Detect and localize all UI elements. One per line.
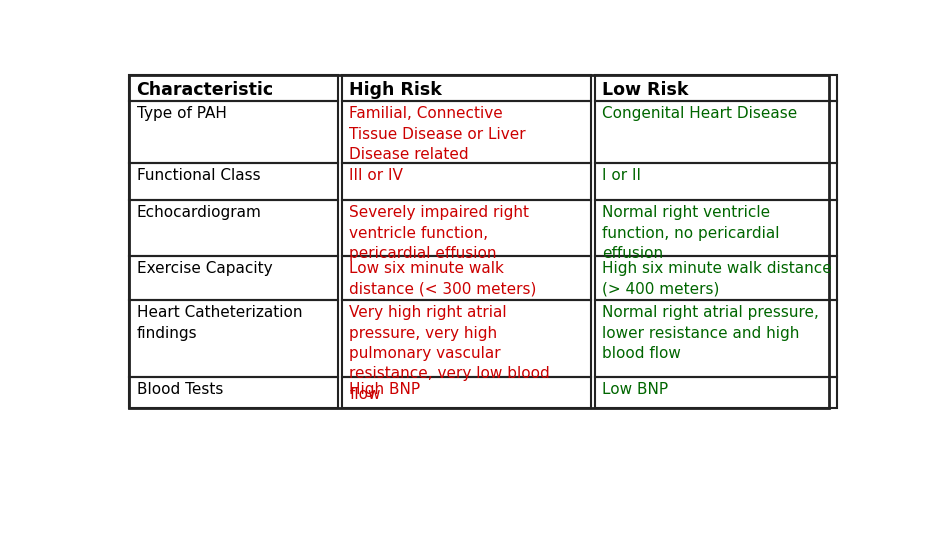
Bar xyxy=(342,377,591,408)
Text: Characteristic: Characteristic xyxy=(136,80,273,99)
Text: High Risk: High Risk xyxy=(349,80,442,99)
Bar xyxy=(342,200,591,256)
Text: Normal right atrial pressure,
lower resistance and high
blood flow: Normal right atrial pressure, lower resi… xyxy=(603,305,819,361)
Text: III or IV: III or IV xyxy=(349,168,403,183)
Bar xyxy=(342,300,591,377)
Text: Type of PAH: Type of PAH xyxy=(136,106,226,122)
Bar xyxy=(130,300,339,377)
Bar xyxy=(342,256,591,300)
Text: Echocardiogram: Echocardiogram xyxy=(136,205,261,220)
Bar xyxy=(130,101,339,163)
Text: Low Risk: Low Risk xyxy=(603,80,689,99)
Bar xyxy=(342,163,591,200)
Text: High BNP: High BNP xyxy=(349,382,420,397)
Bar xyxy=(130,75,339,101)
Bar xyxy=(595,256,836,300)
Text: Normal right ventricle
function, no pericardial
effusion: Normal right ventricle function, no peri… xyxy=(603,205,780,261)
Bar xyxy=(595,200,836,256)
Bar xyxy=(595,300,836,377)
Text: Congenital Heart Disease: Congenital Heart Disease xyxy=(603,106,797,122)
Text: Exercise Capacity: Exercise Capacity xyxy=(136,261,272,276)
Text: Severely impaired right
ventricle function,
pericardial effusion: Severely impaired right ventricle functi… xyxy=(349,205,529,261)
Bar xyxy=(595,75,836,101)
Bar xyxy=(595,377,836,408)
Bar xyxy=(130,377,339,408)
Text: Functional Class: Functional Class xyxy=(136,168,260,183)
Text: Low BNP: Low BNP xyxy=(603,382,668,397)
Bar xyxy=(130,163,339,200)
Text: Familial, Connective
Tissue Disease or Liver
Disease related: Familial, Connective Tissue Disease or L… xyxy=(349,106,526,162)
Bar xyxy=(595,163,836,200)
Bar xyxy=(342,75,591,101)
Text: Low six minute walk
distance (< 300 meters): Low six minute walk distance (< 300 mete… xyxy=(349,261,536,297)
Text: I or II: I or II xyxy=(603,168,641,183)
Bar xyxy=(342,101,591,163)
Text: Very high right atrial
pressure, very high
pulmonary vascular
resistance, very l: Very high right atrial pressure, very hi… xyxy=(349,305,550,402)
Bar xyxy=(130,256,339,300)
Bar xyxy=(130,75,830,408)
Text: High six minute walk distance
(> 400 meters): High six minute walk distance (> 400 met… xyxy=(603,261,832,297)
Bar xyxy=(130,200,339,256)
Text: Blood Tests: Blood Tests xyxy=(136,382,223,397)
Bar xyxy=(595,101,836,163)
Text: Heart Catheterization
findings: Heart Catheterization findings xyxy=(136,305,302,341)
